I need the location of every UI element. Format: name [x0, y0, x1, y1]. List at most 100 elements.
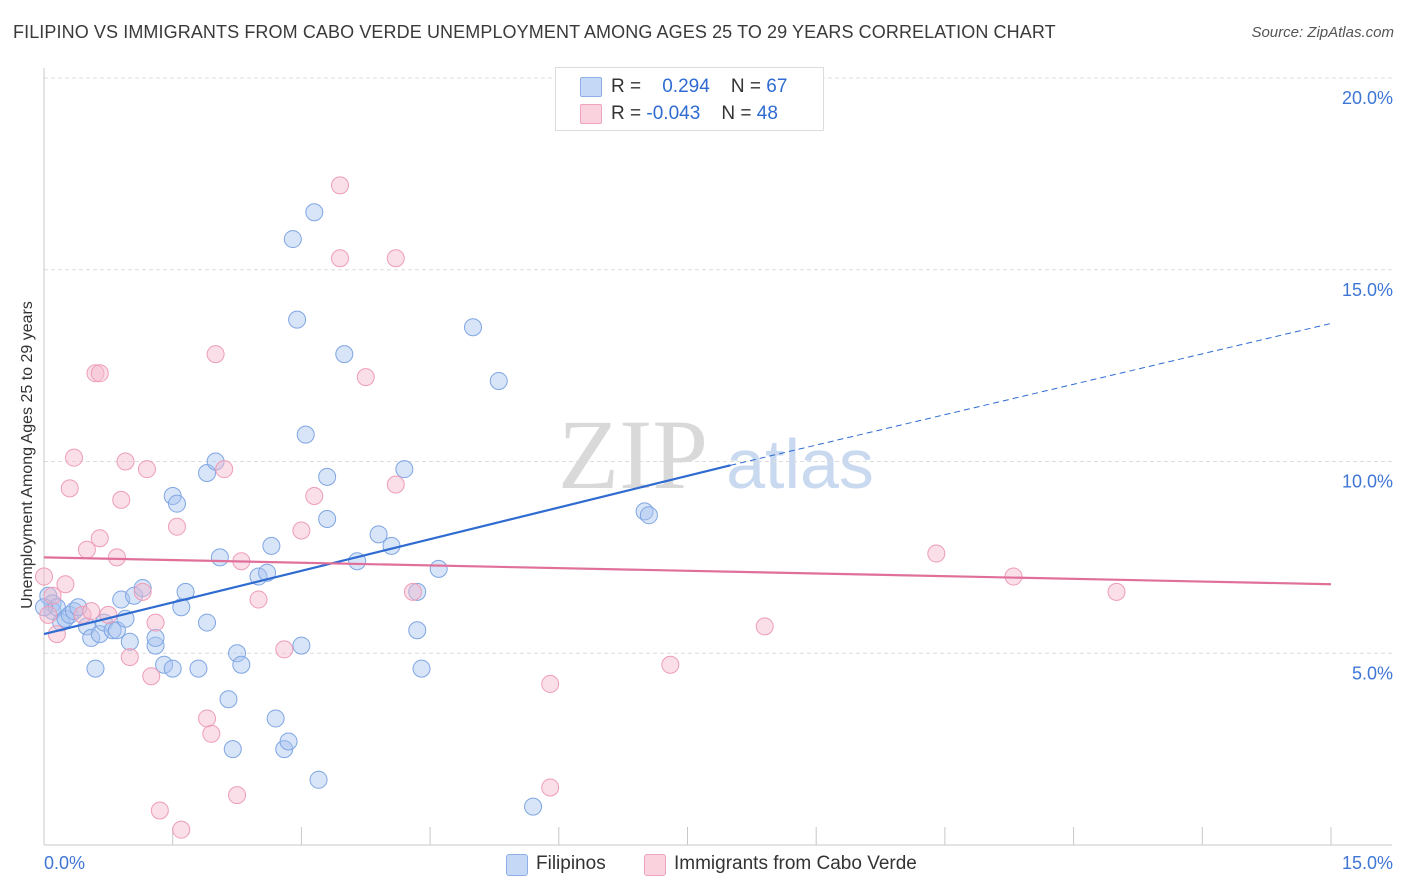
trend-lines [43, 322, 1332, 636]
data-point-filipinos [318, 467, 337, 486]
legend-swatch-blue [580, 77, 602, 97]
data-point-filipinos [369, 525, 388, 544]
data-point-filipinos [228, 644, 247, 663]
legend-n-value: 67 [766, 76, 788, 97]
data-point-filipinos [283, 230, 302, 249]
data-point-cabo-verde [120, 648, 139, 667]
data-point-filipinos [335, 345, 354, 364]
data-point-filipinos [305, 203, 324, 222]
data-point-cabo-verde [206, 345, 225, 364]
trend-line-filipinos-extension [730, 322, 1332, 466]
axes [43, 68, 1392, 846]
data-point-cabo-verde [60, 479, 79, 498]
data-point-cabo-verde [73, 605, 92, 624]
data-point-filipinos [133, 579, 152, 598]
data-point-cabo-verde [107, 548, 126, 567]
legend-n-value: 48 [756, 103, 778, 124]
data-point-cabo-verde [356, 368, 375, 387]
tick-labels: 5.0% 10.0% 15.0% 20.0% 0.0% 15.0% [44, 88, 1393, 873]
data-point-filipinos [279, 732, 298, 751]
data-point-filipinos [639, 506, 658, 525]
data-point-filipinos [167, 494, 186, 513]
data-point-cabo-verde [331, 176, 350, 195]
data-point-filipinos [408, 621, 427, 640]
data-point-filipinos [464, 318, 482, 337]
data-point-cabo-verde [39, 605, 58, 624]
legend-r-label: R = [611, 103, 642, 124]
data-point-cabo-verde [172, 820, 191, 839]
bottom-legend-label: Immigrants from Cabo Verde [674, 853, 917, 874]
bottom-legend-swatch-pink [644, 854, 666, 876]
legend: R = 0.294 N = 67 R = -0.043 N = 48 [555, 67, 824, 131]
legend-n-label: N = [721, 103, 752, 124]
data-point-cabo-verde [292, 521, 311, 540]
data-point-cabo-verde [198, 709, 217, 728]
legend-r-value: -0.043 [646, 103, 701, 124]
y-tick-label: 5.0% [1352, 663, 1393, 683]
data-point-filipinos [82, 628, 101, 647]
data-point-cabo-verde [65, 448, 84, 467]
data-point-cabo-verde [43, 586, 62, 605]
watermark-atlas: atlas [726, 425, 874, 503]
data-point-cabo-verde [331, 249, 350, 268]
data-point-cabo-verde [927, 544, 946, 563]
data-point-filipinos [219, 690, 238, 709]
data-point-filipinos [266, 709, 285, 728]
legend-swatch-pink [580, 104, 602, 124]
data-point-filipinos [232, 655, 251, 674]
data-point-cabo-verde [137, 460, 156, 479]
data-point-cabo-verde [56, 575, 75, 594]
data-point-filipinos [318, 510, 337, 529]
data-point-filipinos [408, 582, 427, 601]
y-tick-label: 20.0% [1342, 88, 1393, 108]
data-point-cabo-verde [249, 590, 268, 609]
data-point-cabo-verde [275, 640, 294, 659]
data-point-filipinos [258, 563, 277, 582]
data-point-filipinos [288, 310, 307, 329]
chart-title: FILIPINO VS IMMIGRANTS FROM CABO VERDE U… [13, 22, 1056, 42]
data-point-cabo-verde [116, 452, 135, 471]
data-point-cabo-verde [90, 529, 109, 548]
data-point-cabo-verde [386, 475, 405, 494]
data-point-filipinos [296, 425, 315, 444]
trend-line-filipinos [43, 464, 731, 636]
source-label: Source: ZipAtlas.com [1251, 24, 1394, 41]
data-point-filipinos [120, 632, 139, 651]
data-point-cabo-verde [755, 617, 774, 636]
data-point-cabo-verde [35, 567, 53, 586]
data-point-cabo-verde [82, 602, 101, 621]
data-point-cabo-verde [1107, 582, 1126, 601]
data-point-filipinos [223, 740, 242, 759]
data-point-filipinos [412, 659, 431, 678]
data-point-cabo-verde [150, 801, 169, 820]
data-point-cabo-verde [146, 613, 165, 632]
y-tick-label: 10.0% [1342, 472, 1393, 492]
data-point-cabo-verde [661, 655, 680, 674]
data-point-cabo-verde [86, 364, 105, 383]
data-point-filipinos [309, 770, 328, 789]
series-filipinos [35, 203, 658, 816]
data-point-filipinos [146, 636, 165, 655]
data-point-cabo-verde [386, 249, 405, 268]
data-point-cabo-verde [133, 582, 152, 601]
trend-line-cabo-verde [43, 556, 1332, 586]
y-tick-label: 15.0% [1342, 280, 1393, 300]
data-point-filipinos [382, 536, 401, 555]
bottom-legend-swatch-blue [506, 854, 528, 876]
data-point-cabo-verde [541, 674, 560, 693]
data-point-filipinos [155, 655, 174, 674]
data-point-filipinos [292, 636, 311, 655]
data-point-cabo-verde [215, 460, 234, 479]
watermark: ZIP atlas [558, 399, 874, 510]
x-tick-label: 15.0% [1342, 853, 1393, 873]
data-point-cabo-verde [403, 582, 422, 601]
data-point-cabo-verde [112, 490, 131, 509]
data-point-filipinos [86, 659, 105, 678]
data-point-filipinos [198, 613, 217, 632]
data-point-filipinos [489, 371, 508, 390]
data-point-filipinos [189, 659, 208, 678]
data-point-cabo-verde [142, 667, 161, 686]
data-point-cabo-verde [202, 724, 221, 743]
legend-r-value: 0.294 [662, 76, 710, 97]
